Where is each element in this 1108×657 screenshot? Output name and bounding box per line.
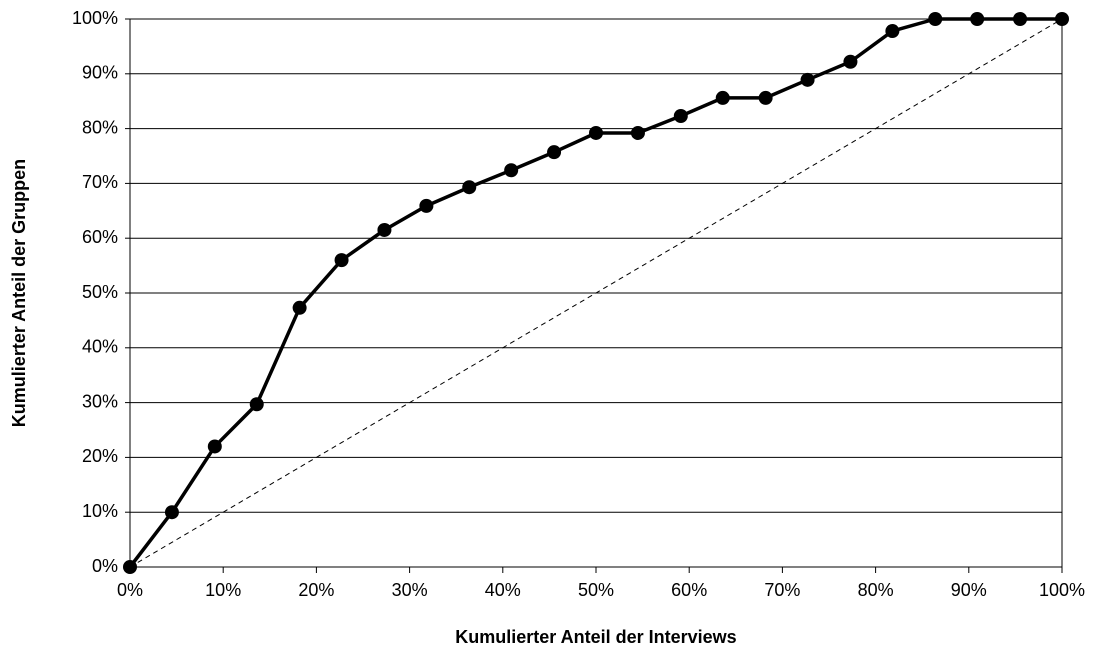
y-tick-label: 40% [82,337,118,357]
y-tick-label: 0% [92,556,118,576]
point [504,163,519,178]
y-tick-label: 50% [82,282,118,302]
y-tick-label: 20% [82,446,118,466]
y-tick-label: 30% [82,391,118,411]
point [928,12,943,26]
point [1013,12,1028,26]
plot-frame [129,18,1063,568]
x-tick-label: 10% [205,580,241,600]
x-axis-title: Kumulierter Anteil der Interviews [455,627,736,647]
point [249,397,264,412]
y-tick-label: 80% [82,117,118,137]
point [462,180,477,195]
x-tick-label: 40% [485,580,521,600]
y-tick-label: 70% [82,172,118,192]
point [758,90,773,105]
x-tick-label: 90% [951,580,987,600]
point [630,125,645,140]
point [377,222,392,237]
x-tick-label: 30% [392,580,428,600]
x-tick-label: 0% [117,580,143,600]
point [547,145,562,160]
line [129,18,1063,568]
x-tick-label: 80% [858,580,894,600]
y-axis-title: Kumulierter Anteil der Gruppen [9,159,29,427]
point [673,108,688,123]
x-tick-label: 100% [1039,580,1085,600]
point [334,253,349,268]
x-tick-label: 70% [764,580,800,600]
y-tick-label: 100% [72,8,118,28]
point [164,505,179,520]
y-tick-label: 90% [82,63,118,83]
point [207,439,222,454]
point [589,125,603,140]
point [970,12,985,26]
y-tick-label: 10% [82,501,118,521]
y-tick-label: 60% [82,227,118,247]
x-tick-label: 20% [298,580,334,600]
point [843,54,858,69]
point [419,198,434,213]
point [292,300,307,315]
point [800,72,815,87]
point [885,24,900,39]
x-tick-label: 60% [671,580,707,600]
x-tick-label: 50% [578,580,614,600]
point [715,90,730,105]
